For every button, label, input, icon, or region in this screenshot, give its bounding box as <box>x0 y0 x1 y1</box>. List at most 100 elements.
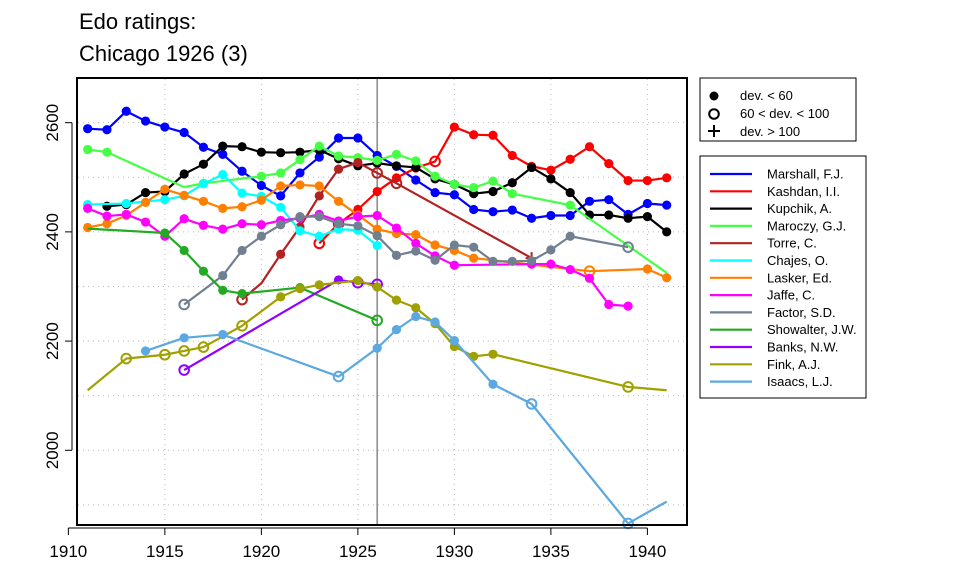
point-lasker-ed-1931 <box>469 253 479 263</box>
point-fink-a-j-1923 <box>314 280 324 290</box>
marker-legend-label-3: dev. > 100 <box>740 124 800 139</box>
point-jaffe-c-1914 <box>140 217 151 227</box>
point-jaffe-c-1926 <box>372 210 382 221</box>
point-jaffe-c-1928 <box>411 238 421 248</box>
point-lasker-ed-1915 <box>160 184 170 194</box>
point-factor-s-d-1925 <box>353 221 363 231</box>
point-lasker-ed-1929 <box>430 240 440 250</box>
point-chajes-o-1915 <box>160 195 170 205</box>
point-showalter-j-w-1917 <box>198 266 209 276</box>
marker-legend: dev. < 60 60 < dev. < 100 dev. > 100 <box>699 77 857 142</box>
x-axis: 1910 1915 1920 1925 1930 1935 1940 <box>49 527 666 561</box>
point-factor-s-d-1920 <box>256 231 266 241</box>
point-lasker-ed-1922 <box>295 180 305 190</box>
point-factor-s-d-1927 <box>391 250 402 260</box>
point-factor-s-d-1934 <box>526 256 537 266</box>
point-marshall-f-j-1924 <box>333 133 344 143</box>
point-maroczy-g-j-1932 <box>488 176 498 186</box>
point-showalter-j-w-1918 <box>218 285 228 295</box>
point-maroczy-g-j-1936 <box>565 200 575 210</box>
x-tick-label-1920: 1920 <box>242 542 280 561</box>
point-maroczy-g-j-1926 <box>372 155 382 165</box>
point-maroczy-g-j-1921 <box>276 168 286 178</box>
point-fink-a-j-1921 <box>276 292 286 302</box>
point-fink-a-j-1926 <box>372 282 382 292</box>
point-kashdan-i-i-1938 <box>604 159 614 169</box>
point-jaffe-c-1911 <box>83 203 93 214</box>
point-lasker-ed-1924 <box>333 196 344 206</box>
point-lasker-ed-1920 <box>256 195 266 205</box>
series-legend: Marshall, F.J. Kashdan, I.I. Kupchik, A. Ma… <box>699 155 867 399</box>
point-jaffe-c-1920 <box>256 220 266 230</box>
legend-label-lasker-ed: Lasker, Ed. <box>767 270 832 285</box>
point-marshall-f-j-1935 <box>546 210 556 221</box>
series-chajes-o <box>83 169 382 251</box>
grid-lines <box>78 79 686 524</box>
legend-label-factor-s-d: Factor, S.D. <box>767 305 836 320</box>
x-tick-label-1910: 1910 <box>49 542 87 561</box>
point-factor-s-d-1929 <box>430 255 440 265</box>
point-jaffe-c-1936 <box>565 264 575 275</box>
point-marshall-f-j-1925 <box>353 133 363 143</box>
point-jaffe-c-1913 <box>121 209 131 220</box>
point-kashdan-i-i-1941 <box>662 173 672 183</box>
point-kupchik-a-1918 <box>218 141 228 151</box>
point-isaacs-l-j-1924 <box>332 370 345 383</box>
point-marshall-f-j-1922 <box>295 168 305 178</box>
open-circle-symbol <box>708 108 720 120</box>
point-maroczy-g-j-1924 <box>333 151 344 161</box>
point-torre-c-1923 <box>314 191 324 201</box>
point-factor-s-d-1918 <box>218 270 228 281</box>
point-chajes-o-1923 <box>314 231 324 241</box>
point-kupchik-a-1914 <box>140 187 151 198</box>
point-kupchik-a-1932 <box>488 186 498 197</box>
point-chajes-o-1917 <box>198 179 209 189</box>
point-kashdan-i-i-1939 <box>623 175 633 186</box>
point-marshall-f-j-1936 <box>565 210 575 221</box>
legend-label-chajes-o: Chajes, O. <box>767 253 828 268</box>
x-tick-label-1930: 1930 <box>435 542 473 561</box>
point-isaacs-l-j-1930 <box>449 335 459 346</box>
point-isaacs-l-j-1934 <box>525 398 538 410</box>
point-jaffe-c-1912 <box>102 211 112 221</box>
point-jaffe-c-1919 <box>237 219 247 229</box>
series-layer <box>83 106 672 530</box>
point-kupchik-a-1933 <box>507 178 517 188</box>
point-kupchik-a-1940 <box>642 211 652 222</box>
point-maroczy-g-j-1931 <box>469 183 479 193</box>
point-marshall-f-j-1917 <box>198 142 209 152</box>
point-kashdan-i-i-1932 <box>488 130 498 140</box>
point-factor-s-d-1924 <box>333 219 344 229</box>
y-tick-label-2000: 2000 <box>43 431 62 469</box>
point-marshall-f-j-1916 <box>179 127 189 138</box>
point-isaacs-l-j-1929 <box>430 317 440 327</box>
point-kashdan-i-i-1940 <box>642 175 652 186</box>
point-jaffe-c-1918 <box>218 224 228 234</box>
point-lasker-ed-1926 <box>372 224 382 234</box>
point-lasker-ed-1923 <box>314 181 324 191</box>
point-kupchik-a-1922 <box>295 147 305 157</box>
point-lasker-ed-1928 <box>411 230 421 240</box>
point-marshall-f-j-1933 <box>507 205 517 215</box>
point-kashdan-i-i-1930 <box>449 122 459 132</box>
point-fink-a-j-1915 <box>159 348 171 361</box>
chart-title-line-1: Edo ratings: <box>79 9 196 34</box>
point-chajes-o-1926 <box>372 240 382 251</box>
point-factor-s-d-1919 <box>237 245 247 256</box>
point-factor-s-d-1939 <box>622 241 634 253</box>
point-lasker-ed-1919 <box>237 202 247 212</box>
series-line-torre-c <box>241 161 533 301</box>
point-factor-s-d-1923 <box>314 211 324 222</box>
point-chajes-o-1922 <box>295 226 305 236</box>
point-maroczy-g-j-1922 <box>295 155 305 165</box>
y-axis: 2000 2200 2400 2600 <box>43 104 73 469</box>
point-maroczy-g-j-1923 <box>314 141 324 151</box>
point-kashdan-i-i-1936 <box>565 154 575 164</box>
point-torre-c-1924 <box>333 164 344 174</box>
point-torre-c-1927 <box>390 177 403 190</box>
y-tick-label-2200: 2200 <box>43 322 62 360</box>
point-marshall-f-j-1914 <box>140 116 151 126</box>
point-showalter-j-w-1915 <box>160 228 170 238</box>
point-marshall-f-j-1921 <box>276 191 286 201</box>
